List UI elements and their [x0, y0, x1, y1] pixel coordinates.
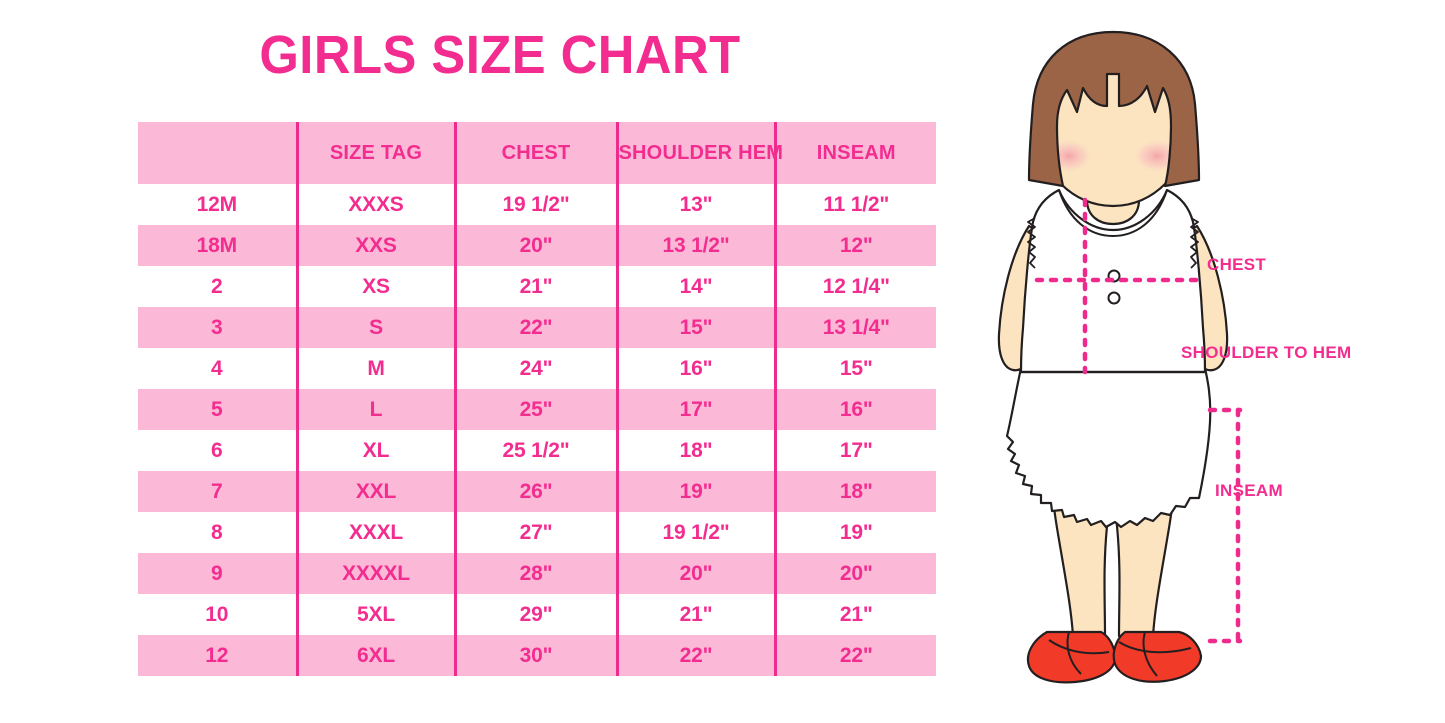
cell-inseam: 17" [773, 430, 936, 471]
cell-size: 2 [138, 266, 297, 307]
girl-figure-svg [997, 30, 1243, 684]
cell-size-tag: XL [295, 430, 455, 471]
cell-size: 3 [138, 307, 297, 348]
cell-size-tag: M [295, 348, 455, 389]
page-title: GIRLS SIZE CHART [259, 25, 741, 85]
cell-shoulder-hem: 21" [615, 594, 775, 635]
cell-size: 18M [138, 225, 297, 266]
cell-inseam: 20" [773, 553, 936, 594]
table-row: 9 XXXXL 28" 20" 20" [138, 553, 936, 594]
table-row: 3 S 22" 15" 13 1/4" [138, 307, 936, 348]
cell-chest: 19 1/2" [453, 184, 617, 225]
cell-shoulder-hem: 17" [615, 389, 775, 430]
table-row: 8 XXXL 27" 19 1/2" 19" [138, 512, 936, 553]
cell-chest: 24" [453, 348, 617, 389]
cell-size-tag: XXS [295, 225, 455, 266]
cell-size-tag: 6XL [295, 635, 455, 676]
button-lower [1107, 291, 1121, 305]
cell-shoulder-hem: 16" [615, 348, 775, 389]
cell-inseam: 19" [773, 512, 936, 553]
cell-size-tag: S [295, 307, 455, 348]
cell-chest: 27" [453, 512, 617, 553]
cell-inseam: 12 1/4" [773, 266, 936, 307]
cell-shoulder-hem: 22" [615, 635, 775, 676]
cell-chest: 22" [453, 307, 617, 348]
table-row: 2 XS 21" 14" 12 1/4" [138, 266, 936, 307]
cell-inseam: 11 1/2" [773, 184, 936, 225]
cell-shoulder-hem: 20" [615, 553, 775, 594]
cell-inseam: 18" [773, 471, 936, 512]
cell-chest: 26" [453, 471, 617, 512]
cell-chest: 25" [453, 389, 617, 430]
table-row: 7 XXL 26" 19" 18" [138, 471, 936, 512]
cell-shoulder-hem: 13" [615, 184, 775, 225]
cell-shoulder-hem: 15" [615, 307, 775, 348]
cell-inseam: 21" [773, 594, 936, 635]
hair [1027, 30, 1201, 188]
cell-size-tag: L [295, 389, 455, 430]
cell-shoulder-hem: 19" [615, 471, 775, 512]
size-chart-table: SIZE TAG CHEST SHOULDER HEM INSEAM 12M X… [138, 122, 936, 676]
cell-inseam: 15" [773, 348, 936, 389]
cell-chest: 21" [453, 266, 617, 307]
table-row: 6 XL 25 1/2" 18" 17" [138, 430, 936, 471]
inseam-measurement-label: INSEAM [1215, 481, 1283, 500]
cell-size: 5 [138, 389, 297, 430]
shoulder-to-hem-measurement-label: SHOULDER TO HEM [1181, 343, 1352, 362]
column-header-shoulder-hem: SHOULDER HEM [615, 122, 783, 184]
table-row: 12 6XL 30" 22" 22" [138, 635, 936, 676]
chest-measurement-label: CHEST [1207, 255, 1267, 274]
cell-size: 8 [138, 512, 297, 553]
table-header-row: SIZE TAG CHEST SHOULDER HEM INSEAM [138, 122, 936, 184]
cell-size: 12 [138, 635, 297, 676]
cell-inseam: 12" [773, 225, 936, 266]
table-row: 10 5XL 29" 21" 21" [138, 594, 936, 635]
ruffled-skirt [1005, 366, 1212, 529]
column-header-chest: CHEST [453, 122, 617, 184]
column-header-inseam: INSEAM [773, 122, 936, 184]
table-row: 12M XXXS 19 1/2" 13" 11 1/2" [138, 184, 936, 225]
cell-size: 10 [138, 594, 297, 635]
cell-chest: 30" [453, 635, 617, 676]
cell-size: 12M [138, 184, 297, 225]
column-header-size-tag: SIZE TAG [295, 122, 455, 184]
measurement-guides [1034, 197, 1243, 644]
cell-inseam: 13 1/4" [773, 307, 936, 348]
cell-shoulder-hem: 18" [615, 430, 775, 471]
cell-chest: 25 1/2" [453, 430, 617, 471]
cell-size-tag: XXL [295, 471, 455, 512]
shoes [1026, 630, 1203, 684]
cell-size-tag: XXXS [295, 184, 455, 225]
table-row: 5 L 25" 17" 16" [138, 389, 936, 430]
cell-inseam: 22" [773, 635, 936, 676]
cell-chest: 20" [453, 225, 617, 266]
cell-size-tag: 5XL [295, 594, 455, 635]
table-row: 18M XXS 20" 13 1/2" 12" [138, 225, 936, 266]
cell-chest: 29" [453, 594, 617, 635]
cell-size: 9 [138, 553, 297, 594]
cell-size-tag: XXXXL [295, 553, 455, 594]
column-header-size [138, 122, 297, 184]
table-row: 4 M 24" 16" 15" [138, 348, 936, 389]
cell-shoulder-hem: 13 1/2" [615, 225, 775, 266]
cell-inseam: 16" [773, 389, 936, 430]
cell-chest: 28" [453, 553, 617, 594]
cell-size: 4 [138, 348, 297, 389]
cell-size-tag: XS [295, 266, 455, 307]
cell-shoulder-hem: 19 1/2" [615, 512, 775, 553]
cell-size: 6 [138, 430, 297, 471]
cell-shoulder-hem: 14" [615, 266, 775, 307]
cell-size-tag: XXXL [295, 512, 455, 553]
cell-size: 7 [138, 471, 297, 512]
measurement-illustration: CHEST SHOULDER TO HEM INSEAM [985, 28, 1445, 708]
